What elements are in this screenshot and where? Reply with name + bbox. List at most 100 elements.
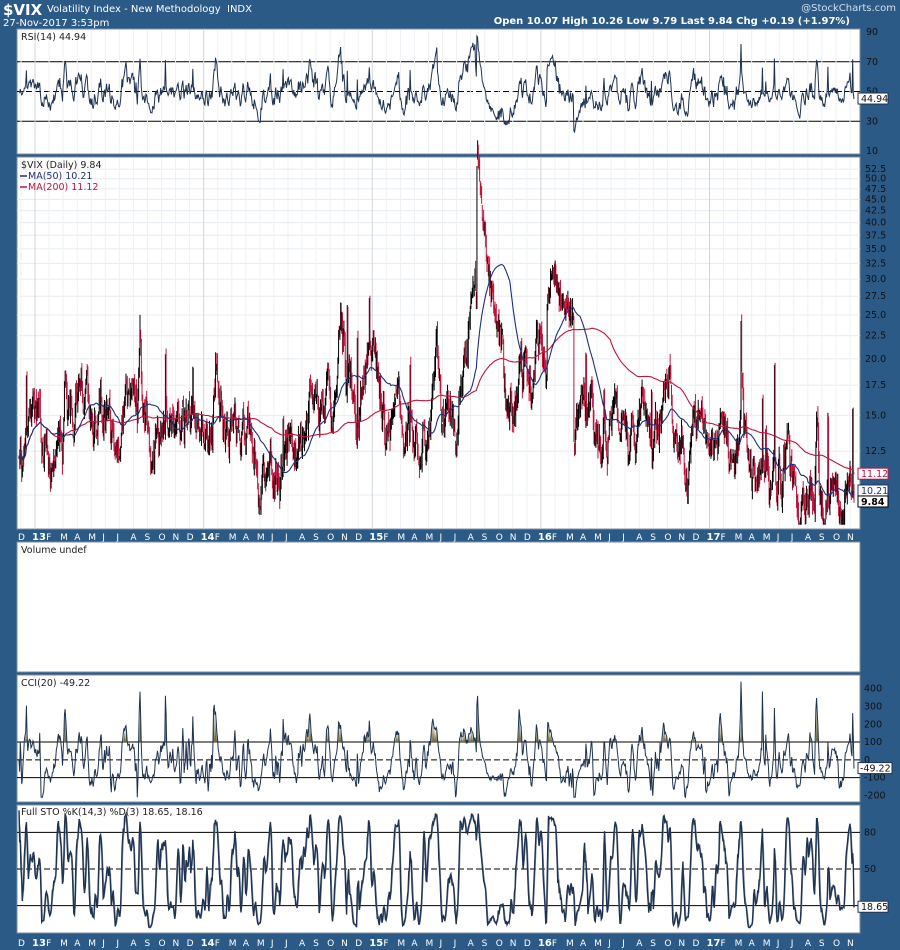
x-tick-label: M (397, 533, 405, 543)
price-tick-label: 30.0 (865, 274, 886, 285)
x-tick-label: J (790, 533, 794, 543)
rsi-last-tag (857, 92, 889, 105)
x-tick-label: N (678, 939, 685, 949)
x-tick-label: M (735, 939, 743, 949)
x-tick-label: N (678, 533, 685, 543)
x-tick-label: A (243, 533, 250, 543)
x-tick-label: M (397, 939, 405, 949)
x-tick-label: D (187, 939, 194, 949)
cci-panel: CCI(20) -49.22 400 300 200 100 0 -100 -200 -49.… (16, 674, 893, 803)
x-tick-label: A (636, 939, 643, 949)
x-tick-label: D (524, 533, 531, 543)
x-tick-label: F (215, 533, 220, 543)
x-tick-label: J (607, 939, 611, 949)
x-tick-label: N (847, 533, 854, 543)
cci-last-tag (857, 762, 893, 775)
x-tick-label: S (144, 939, 150, 949)
rsi-last-value: 44.94 (861, 94, 888, 105)
rsi-label: RSI(14) 44.94 (21, 32, 86, 43)
sto-panel: Full STO %K(14,3) %D(3) 18.65, 18.16 80 5… (16, 804, 889, 934)
cci-axis: 400 300 200 100 0 -100 -200 -49.22 (857, 684, 893, 801)
x-tick-label: A (749, 533, 756, 543)
price-last-tag (857, 495, 889, 508)
x-tick-label: J (439, 533, 443, 543)
x-tick-label: 17 (706, 938, 720, 949)
x-tick-label: F (552, 939, 557, 949)
x-tick-label: N (341, 939, 348, 949)
x-tick-label: J (115, 533, 119, 543)
cci-tick-label: -200 (864, 790, 886, 801)
x-tick-label: M (257, 533, 265, 543)
price-tick-label: 47.5 (865, 184, 886, 195)
sto-last-value: 18.65 (861, 902, 888, 913)
x-tick-label: D (355, 533, 362, 543)
x-tick-label: O (327, 939, 334, 949)
sto-k-line (18, 810, 855, 930)
x-tick-label: N (341, 533, 348, 543)
x-tick-label: J (776, 533, 780, 543)
x-tick-label: M (88, 939, 96, 949)
x-tick-label: A (468, 533, 475, 543)
x-tick-label: J (439, 939, 443, 949)
cci-tick-label: 400 (864, 684, 882, 695)
x-tick-label: F (552, 533, 557, 543)
ma200-line (18, 327, 855, 475)
x-tick-label: F (721, 533, 726, 543)
ma50-line (18, 264, 855, 498)
x-tick-label: A (580, 939, 587, 949)
price-last-tag (857, 467, 889, 480)
x-tick-label: S (482, 939, 488, 949)
x-tick-label: S (144, 533, 150, 543)
x-tick-label: M (425, 533, 433, 543)
x-tick-label: M (735, 533, 743, 543)
price-tick-label: 22.5 (865, 331, 886, 342)
x-tick-label: M (566, 533, 574, 543)
price-last-value: 11.12 (861, 469, 888, 480)
x-tick-label: J (270, 939, 274, 949)
price-tick-label: 37.5 (865, 230, 886, 241)
cci-tick-label: 0 (864, 755, 870, 766)
price-last-value: 10.21 (861, 486, 888, 497)
x-tick-label: A (580, 533, 587, 543)
price-tick-label: 17.5 (865, 380, 886, 391)
x-tick-label: O (496, 939, 503, 949)
chart-date: 27-Nov-2017 3:53pm (3, 18, 110, 29)
x-tick-label: J (101, 533, 105, 543)
x-tick-label: D (524, 939, 531, 949)
price-axis: 52.550.047.545.042.540.037.5 35.0 32.5 30.0… (857, 164, 889, 508)
x-tick-label: J (270, 533, 274, 543)
x-tick-label: A (636, 533, 643, 543)
x-tick-label: O (496, 533, 503, 543)
price-tick-label: 12.5 (865, 446, 886, 457)
cci-tick-label: 100 (864, 737, 882, 748)
x-axis-bottom: D 13 F M A M J J A S O N D 14 F M A M J J A S O N D 15 F M A M J J A S O N D… (18, 938, 854, 949)
x-tick-label: 15 (369, 938, 383, 949)
sto-label: Full STO %K(14,3) %D(3) 18.65, 18.16 (21, 807, 203, 818)
price-last-value: 9.84 (861, 497, 885, 508)
x-tick-label: D (355, 939, 362, 949)
ticker-full-name: Volatility Index - New Methodology (47, 4, 221, 15)
x-tick-label: A (749, 939, 756, 949)
x-tick-label: O (327, 533, 334, 543)
quote-summary: Open 10.07 High 10.26 Low 9.79 Last 9.84… (493, 16, 850, 27)
x-tick-label: D (187, 533, 194, 543)
rsi-panel: RSI(14) 44.94 90 70 50 30 10 44.94 (16, 27, 889, 157)
ma200-label: MA(200) 11.12 (28, 182, 98, 193)
x-tick-label: M (229, 939, 237, 949)
x-tick-label: M (60, 939, 68, 949)
x-tick-label: A (299, 939, 306, 949)
price-panel-bg (16, 156, 861, 530)
price-tick-label: 40.0 (865, 218, 886, 229)
x-tick-label: S (650, 533, 656, 543)
x-tick-label: M (566, 939, 574, 949)
x-tick-label: J (776, 939, 780, 949)
rsi-axis: 90 70 50 30 10 44.94 (857, 27, 889, 157)
brand-logo: @StockCharts.com (801, 3, 896, 14)
sto-axis: 80 50 18.65 (857, 827, 889, 913)
x-tick-label: S (650, 939, 656, 949)
x-tick-label: D (18, 939, 25, 949)
x-tick-label: J (621, 533, 625, 543)
x-tick-label: S (313, 533, 319, 543)
x-tick-label: J (101, 939, 105, 949)
cci-tick-label: 200 (864, 719, 882, 730)
